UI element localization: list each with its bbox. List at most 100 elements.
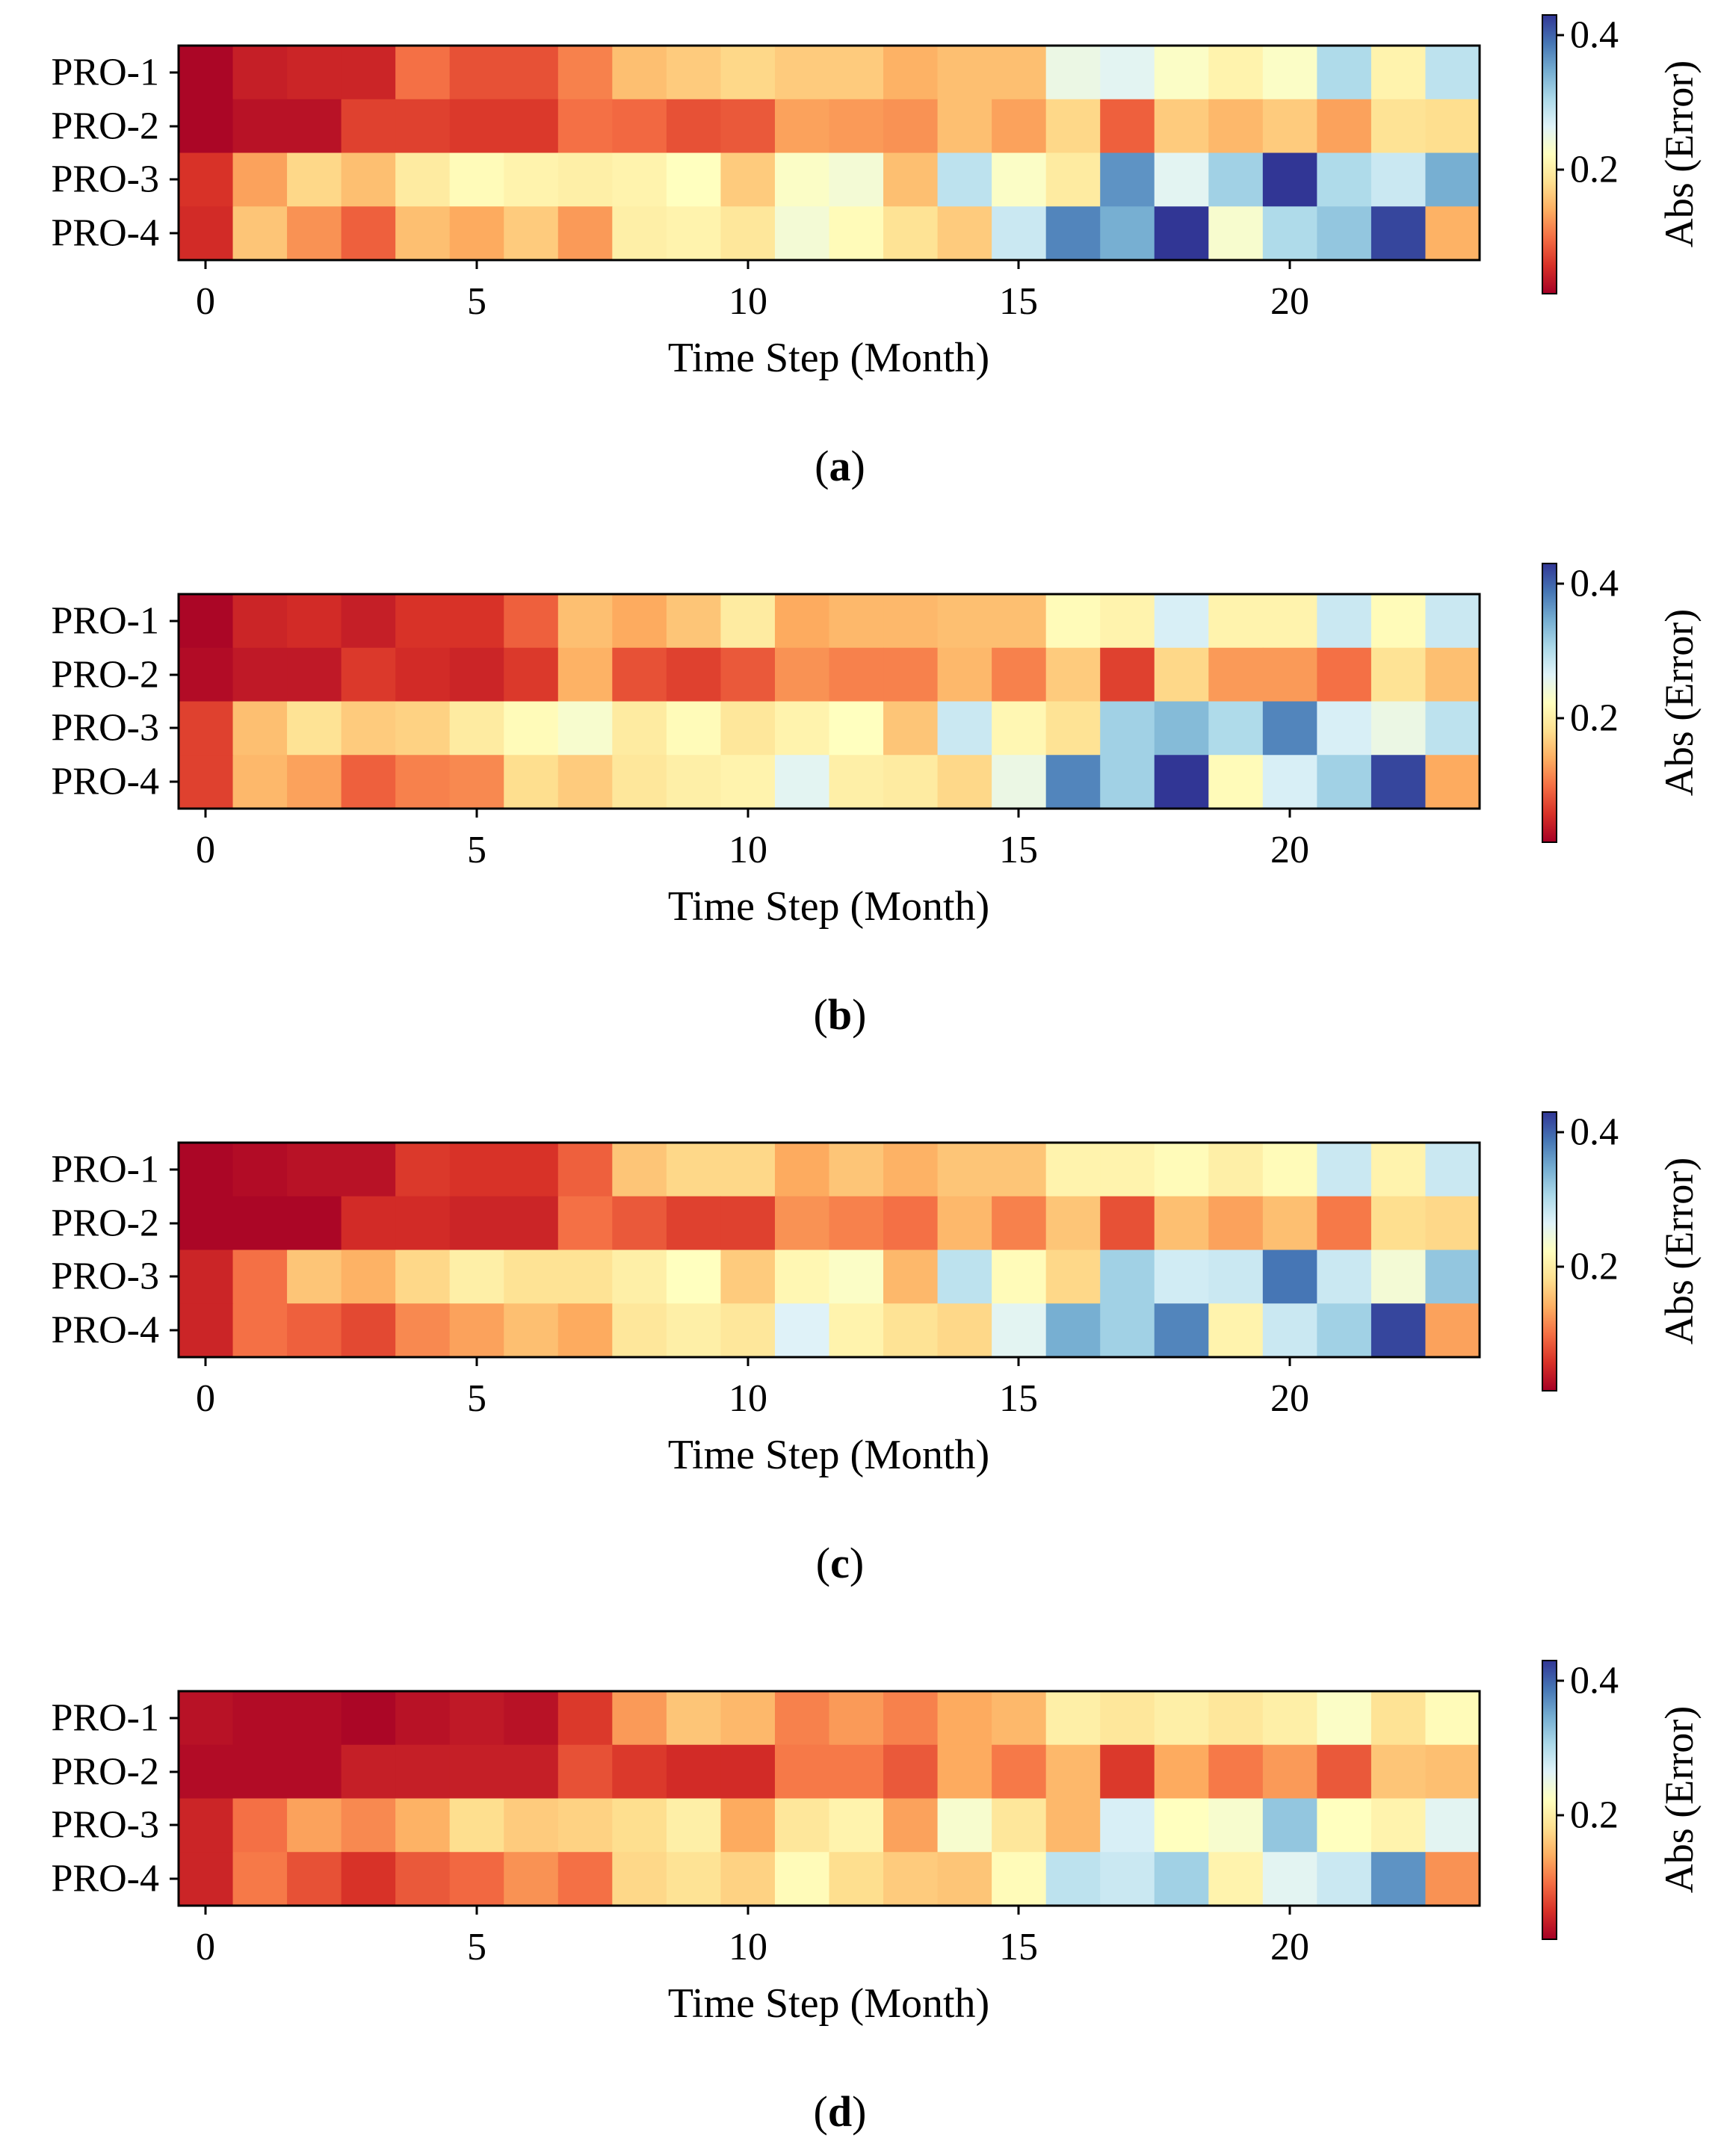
heatmap-cell-pro-1-t19 [1208, 594, 1264, 649]
heatmap-cell-pro-1-t0 [179, 1691, 234, 1746]
heatmap-cell-pro-2-t2 [287, 647, 342, 702]
heatmap-cell-pro-3-t7 [557, 701, 613, 756]
row-label-pro-3: PRO-3 [52, 707, 159, 750]
heatmap-cell-pro-1-t21 [1317, 594, 1372, 649]
heatmap-cell-pro-4-t1 [232, 1303, 288, 1358]
heatmap-cell-pro-3-t0 [179, 701, 234, 756]
heatmap-cell-pro-4-t12 [829, 1852, 884, 1906]
heatmap-cell-pro-4-t8 [612, 1303, 667, 1358]
heatmap-cell-pro-2-t6 [504, 647, 559, 702]
heatmap-cell-pro-2-t23 [1425, 647, 1480, 702]
heatmap-cell-pro-1-t22 [1370, 1143, 1427, 1197]
heatmap-cell-pro-4-t18 [1154, 1303, 1209, 1358]
heatmap-cell-pro-4-t14 [937, 1852, 992, 1906]
heatmap-cell-pro-4-t12 [829, 755, 884, 809]
xtick-label-15: 15 [999, 829, 1038, 871]
row-label-pro-2: PRO-2 [52, 1202, 159, 1245]
heatmap-cell-pro-4-t16 [1045, 206, 1101, 261]
colorbar-c [1542, 1111, 1557, 1391]
heatmap-cell-pro-1-t7 [557, 1143, 613, 1197]
xtick-label-15: 15 [999, 1377, 1038, 1420]
heatmap-cell-pro-3-t23 [1425, 152, 1480, 207]
heatmap-cell-pro-2-t17 [1100, 1196, 1155, 1251]
heatmap-cell-pro-2-t4 [395, 647, 451, 702]
heatmap-cell-pro-4-t23 [1425, 755, 1480, 809]
heatmap-cell-pro-2-t1 [232, 99, 288, 154]
heatmap-cell-pro-3-t20 [1262, 1250, 1317, 1304]
heatmap-cell-pro-4-t1 [232, 755, 288, 809]
colorbar-tick-label-0.4: 0.4 [1570, 563, 1619, 605]
xtick-label-10: 10 [729, 280, 767, 323]
heatmap-cell-pro-1-t23 [1425, 594, 1480, 649]
heatmap-cell-pro-1-t5 [449, 1143, 504, 1197]
heatmap-cell-pro-1-t7 [557, 46, 613, 100]
heatmap-cell-pro-2-t5 [449, 1744, 504, 1800]
heatmap-cell-pro-3-t5 [449, 1798, 504, 1853]
heatmap-frame-b [177, 593, 1481, 810]
xtick-label-20: 20 [1270, 829, 1309, 871]
heatmap-cell-pro-4-t5 [449, 1852, 504, 1906]
heatmap-cell-pro-2-t15 [992, 647, 1047, 702]
heatmap-cell-pro-3-t15 [992, 1250, 1047, 1304]
heatmap-cell-pro-2-t22 [1370, 647, 1427, 702]
heatmap-cell-pro-3-t23 [1425, 1798, 1480, 1853]
heatmap-frame-a [177, 44, 1481, 262]
heatmap-cell-pro-4-t18 [1154, 755, 1209, 809]
heatmap-cell-pro-1-t15 [992, 594, 1047, 649]
heatmap-cell-pro-3-t3 [341, 701, 396, 756]
heatmap-cell-pro-2-t11 [774, 647, 830, 702]
heatmap-cell-pro-4-t21 [1317, 206, 1372, 261]
heatmap-cell-pro-1-t4 [395, 1143, 451, 1197]
heatmap-cell-pro-3-t10 [720, 701, 776, 756]
heatmap-cell-pro-2-t14 [937, 1744, 992, 1800]
heatmap-cell-pro-1-t10 [720, 1691, 776, 1746]
heatmap-cell-pro-1-t7 [557, 594, 613, 649]
heatmap-cell-pro-3-t12 [829, 1798, 884, 1853]
heatmap-cell-pro-4-t9 [666, 206, 722, 261]
heatmap-cell-pro-1-t10 [720, 46, 776, 100]
row-label-pro-3: PRO-3 [52, 1255, 159, 1298]
heatmap-cell-pro-4-t2 [287, 755, 342, 809]
heatmap-cell-pro-3-t19 [1208, 1250, 1264, 1304]
panel-a: PRO-1 PRO-2 PRO-3 PRO-4 0 5 10 15 20 Tim… [52, 14, 1702, 491]
heatmap-cell-pro-1-t17 [1100, 594, 1155, 649]
xtick-label-15: 15 [999, 1926, 1038, 1968]
heatmap-cell-pro-3-t2 [287, 1798, 342, 1853]
heatmap-cell-pro-1-t5 [449, 1691, 504, 1746]
heatmap-cell-pro-2-t1 [232, 647, 288, 702]
heatmap-cell-pro-3-t14 [937, 701, 992, 756]
heatmap-frame-d [177, 1690, 1481, 1907]
row-label-pro-3: PRO-3 [52, 1804, 159, 1847]
heatmap-cell-pro-3-t7 [557, 1250, 613, 1304]
heatmap-cell-pro-4-t19 [1208, 206, 1264, 261]
heatmap-cell-pro-4-t11 [774, 1852, 830, 1906]
heatmap-cell-pro-3-t14 [937, 1798, 992, 1853]
heatmap-cell-pro-4-t15 [992, 755, 1047, 809]
heatmap-cell-pro-1-t21 [1317, 1143, 1372, 1197]
heatmap-cell-pro-2-t1 [232, 1744, 288, 1800]
heatmap-cell-pro-1-t4 [395, 46, 451, 100]
heatmap-cell-pro-3-t1 [232, 1250, 288, 1304]
heatmap-cell-pro-2-t15 [992, 99, 1047, 154]
heatmap-cell-pro-4-t22 [1370, 1303, 1427, 1358]
heatmap-cell-pro-1-t11 [774, 1691, 830, 1746]
heatmap-cell-pro-2-t14 [937, 99, 992, 154]
heatmap-cell-pro-3-t15 [992, 1798, 1047, 1853]
heatmap-cell-pro-1-t13 [883, 46, 939, 100]
heatmap-cell-pro-1-t0 [179, 594, 234, 649]
heatmap-cell-pro-4-t13 [883, 1303, 939, 1358]
heatmap-cell-pro-4-t20 [1262, 755, 1317, 809]
heatmap-cell-pro-1-t23 [1425, 1691, 1480, 1746]
heatmap-cell-pro-3-t0 [179, 152, 234, 207]
heatmap-cell-pro-3-t10 [720, 152, 776, 207]
heatmap-cell-pro-4-t20 [1262, 1303, 1317, 1358]
heatmap-cell-pro-4-t7 [557, 1852, 613, 1906]
heatmap-cell-pro-4-t3 [341, 1303, 396, 1358]
colorbar-label: Abs (Error) [1657, 1158, 1702, 1344]
heatmap-cell-pro-3-t12 [829, 1250, 884, 1304]
heatmap-cell-pro-2-t19 [1208, 1196, 1264, 1251]
heatmap-cell-pro-2-t18 [1154, 99, 1209, 154]
heatmap-cell-pro-3-t4 [395, 1250, 451, 1304]
heatmap-cell-pro-3-t3 [341, 1798, 396, 1853]
heatmap-cell-pro-3-t6 [504, 1798, 559, 1853]
